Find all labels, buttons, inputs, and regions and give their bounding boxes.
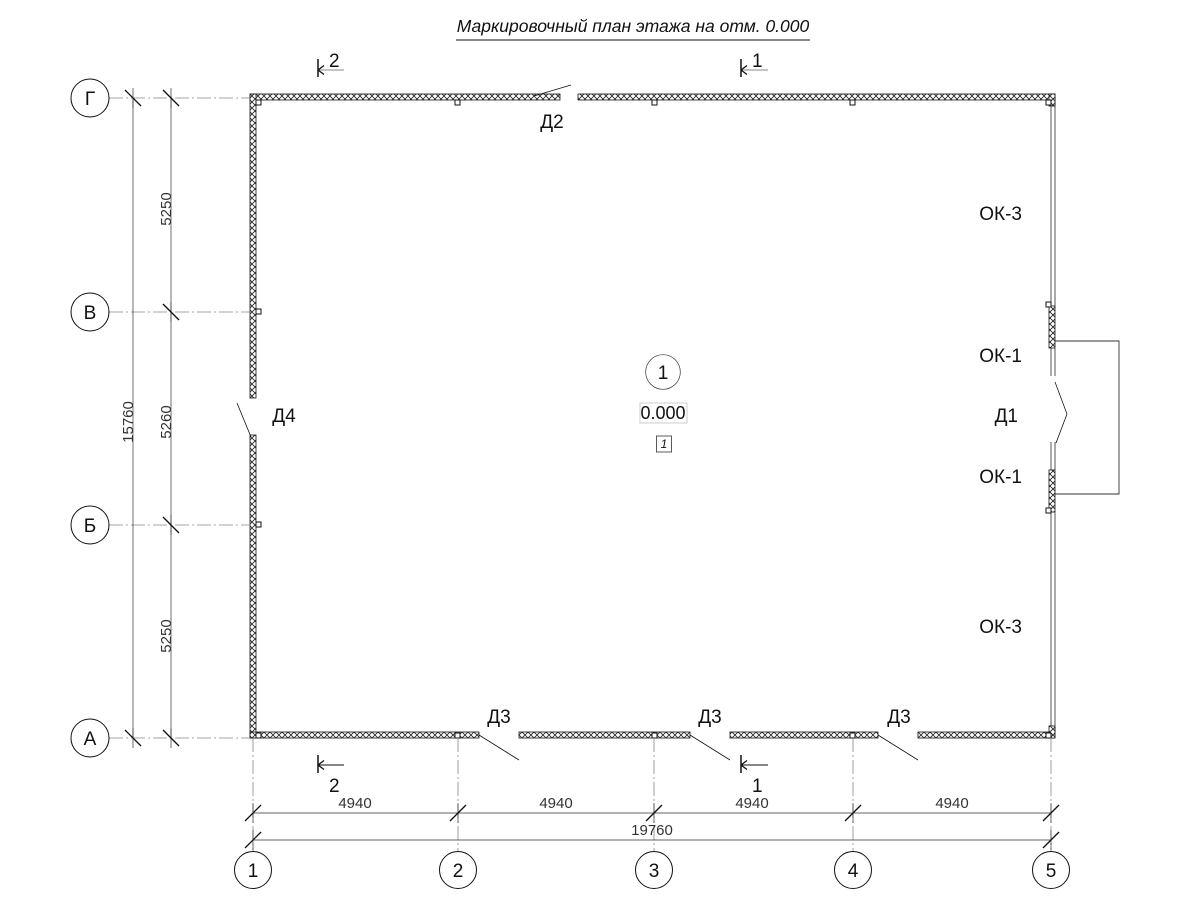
svg-text:Д4: Д4	[272, 406, 296, 427]
svg-text:0.000: 0.000	[640, 403, 685, 423]
svg-text:ОК-3: ОК-3	[979, 204, 1022, 225]
svg-text:4: 4	[848, 861, 859, 882]
svg-text:4940: 4940	[539, 795, 572, 812]
svg-text:А: А	[84, 729, 97, 750]
svg-text:1: 1	[752, 776, 763, 797]
svg-text:Маркировочный план этажа на от: Маркировочный план этажа на отм. 0.000	[457, 16, 810, 36]
svg-text:5250: 5250	[158, 619, 175, 652]
svg-text:В: В	[84, 303, 97, 324]
svg-text:Д1: Д1	[995, 406, 1018, 427]
svg-text:ОК-1: ОК-1	[979, 467, 1022, 488]
svg-text:19760: 19760	[631, 822, 673, 839]
svg-text:5: 5	[1046, 861, 1057, 882]
svg-text:15760: 15760	[120, 401, 137, 443]
svg-text:1: 1	[661, 437, 668, 451]
svg-text:5250: 5250	[158, 192, 175, 225]
svg-text:2: 2	[329, 51, 340, 72]
svg-text:ОК-3: ОК-3	[979, 617, 1022, 638]
svg-text:5260: 5260	[158, 405, 175, 438]
svg-text:2: 2	[453, 861, 464, 882]
svg-text:Г: Г	[85, 89, 95, 110]
svg-text:Д3: Д3	[887, 707, 910, 728]
svg-text:1: 1	[248, 861, 259, 882]
svg-text:ОК-1: ОК-1	[979, 346, 1022, 367]
svg-text:1: 1	[658, 363, 669, 384]
svg-text:4940: 4940	[735, 795, 768, 812]
svg-text:4940: 4940	[935, 795, 968, 812]
svg-text:1: 1	[752, 51, 763, 72]
svg-text:Д2: Д2	[540, 112, 563, 133]
svg-text:3: 3	[649, 861, 660, 882]
svg-text:Д3: Д3	[487, 707, 510, 728]
svg-text:Б: Б	[84, 516, 96, 537]
svg-text:4940: 4940	[338, 795, 371, 812]
svg-text:2: 2	[329, 776, 340, 797]
svg-text:Д3: Д3	[698, 707, 721, 728]
